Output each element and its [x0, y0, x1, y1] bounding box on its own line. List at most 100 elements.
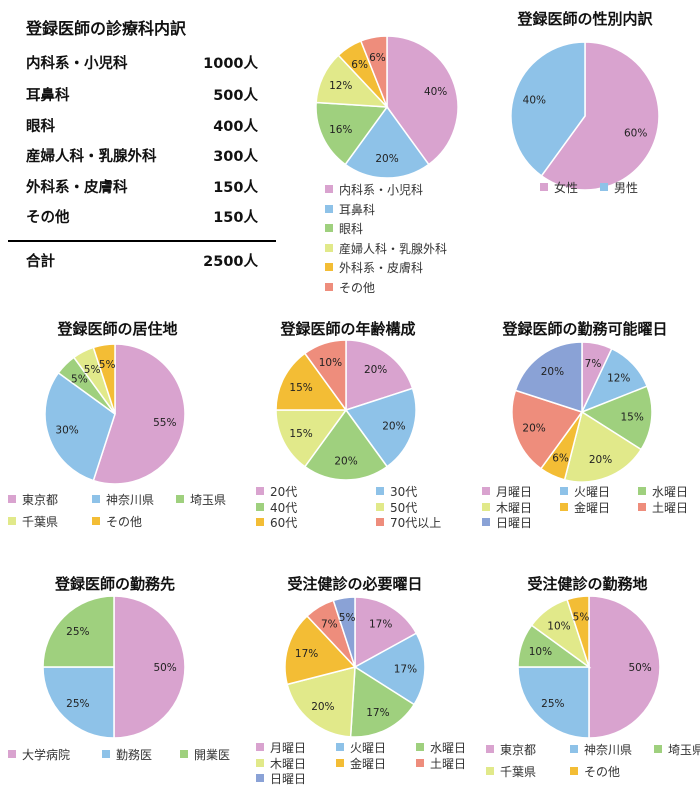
legend-item: 耳鼻科 [325, 202, 375, 218]
legend-label: 30代 [390, 485, 418, 499]
chart-title: 登録医師の勤務可能曜日 [502, 320, 668, 338]
legend-item: 土曜日 [416, 756, 466, 772]
total-value: 2500人 [203, 254, 258, 270]
data-label: 16% [329, 124, 352, 136]
data-label: 20% [334, 455, 357, 467]
legend-label: 産婦人科・乳腺外科 [339, 241, 448, 256]
legend-label: 大学病院 [22, 748, 71, 762]
table-total-row: 合計 2500人 [26, 250, 258, 272]
pie-slice [92, 343, 116, 415]
legend-label: 千葉県 [500, 765, 537, 779]
row-value: 150人 [213, 210, 258, 226]
legend-item: 60代 [256, 515, 297, 531]
table-divider [8, 240, 276, 242]
legend-item: 70代以上 [376, 515, 441, 531]
legend-swatch [256, 502, 264, 511]
legend-swatch [600, 183, 608, 191]
data-label: 40% [523, 95, 546, 107]
legend-label: 60代 [270, 516, 298, 530]
legend-swatch [570, 767, 578, 775]
legend-item: 外科系・皮膚科 [325, 260, 423, 276]
legend-label: 木曜日 [496, 500, 533, 515]
data-label: 25% [66, 698, 89, 710]
data-label: 6% [552, 453, 569, 465]
legend-label: 日曜日 [270, 772, 307, 786]
legend-item: 開業医 [180, 747, 230, 763]
data-label: 5% [339, 612, 356, 624]
legend-label: 金曜日 [574, 500, 611, 515]
legend-label: 木曜日 [270, 756, 307, 771]
pie-slice [580, 385, 653, 451]
legend-label: 男性 [614, 181, 639, 195]
legend-swatch [336, 743, 344, 751]
data-label: 6% [351, 59, 368, 71]
data-label: 7% [585, 358, 602, 370]
legend-swatch [482, 502, 490, 511]
legend-item: 埼玉県 [176, 492, 226, 508]
legend-label: 土曜日 [430, 756, 467, 771]
legend-label: 神奈川県 [106, 493, 155, 507]
legend-item: その他 [325, 280, 375, 296]
table-row: 内科系・小児科 1000人 [26, 52, 258, 74]
pie-chart: 20% 20% 20% 15% 15% 10% [275, 339, 417, 481]
legend-label: 土曜日 [652, 500, 689, 515]
legend-label: 70代以上 [390, 516, 442, 530]
legend-swatch [540, 183, 548, 191]
table-row: 眼科 400人 [26, 115, 258, 137]
data-label: 10% [529, 646, 552, 658]
pie-slice [563, 410, 643, 483]
legend-swatch [256, 743, 264, 751]
legend-item: 神奈川県 [92, 492, 154, 508]
legend-item: 東京都 [486, 742, 536, 758]
row-label: 耳鼻科 [26, 88, 70, 104]
legend-item: 土曜日 [638, 500, 688, 516]
row-label: 産婦人科・乳腺外科 [26, 149, 157, 165]
data-label: 20% [382, 421, 405, 433]
pie-slice [344, 387, 417, 468]
legend-label: 千葉県 [22, 515, 59, 529]
legend-swatch [486, 767, 494, 775]
data-label: 15% [289, 382, 312, 394]
pie-slice [92, 343, 186, 485]
legend-label: 眼科 [339, 222, 364, 236]
pie-chart: 50% 25% 25% [42, 595, 186, 739]
data-label: 15% [621, 412, 644, 424]
legend-swatch [560, 502, 568, 511]
legend-label: 開業医 [194, 748, 231, 762]
row-value: 300人 [213, 149, 258, 165]
pie-slice [511, 389, 584, 470]
data-label: 20% [522, 423, 545, 435]
table-row: その他 150人 [26, 206, 258, 228]
pie-slice [44, 371, 116, 482]
data-label: 55% [153, 417, 176, 429]
chart-title: 登録医師の年齢構成 [280, 320, 416, 338]
pie-slice [344, 105, 430, 179]
legend-swatch [92, 517, 100, 525]
legend-label: 水曜日 [430, 741, 467, 755]
legend-item: 東京都 [8, 492, 58, 508]
legend-label: 外科系・皮膚科 [339, 261, 424, 275]
legend-item: 埼玉県 [654, 742, 700, 758]
data-label: 20% [541, 366, 564, 378]
pie-slice [332, 596, 356, 668]
pie-slice [315, 101, 389, 166]
legend-item: 日曜日 [256, 771, 306, 787]
row-value: 1000人 [203, 56, 258, 72]
chart-title: 登録医師の居住地 [57, 320, 178, 338]
pie-chart: 60% 40% [510, 41, 660, 191]
legend-swatch [180, 750, 188, 758]
row-value: 150人 [213, 180, 258, 196]
legend-item: その他 [92, 514, 142, 530]
legend-swatch [325, 185, 333, 193]
legend-swatch [638, 487, 646, 495]
legend-item: 男性 [600, 180, 638, 196]
legend-item: 火曜日 [560, 484, 610, 500]
row-label: 内科系・小児科 [26, 56, 128, 72]
data-label: 20% [364, 364, 387, 376]
legend-swatch [102, 750, 110, 758]
pie-slice [349, 665, 416, 738]
legend-label: その他 [106, 515, 143, 529]
legend-label: 埼玉県 [668, 743, 700, 757]
legend-label: 東京都 [500, 743, 537, 757]
table-row: 産婦人科・乳腺外科 300人 [26, 145, 258, 167]
